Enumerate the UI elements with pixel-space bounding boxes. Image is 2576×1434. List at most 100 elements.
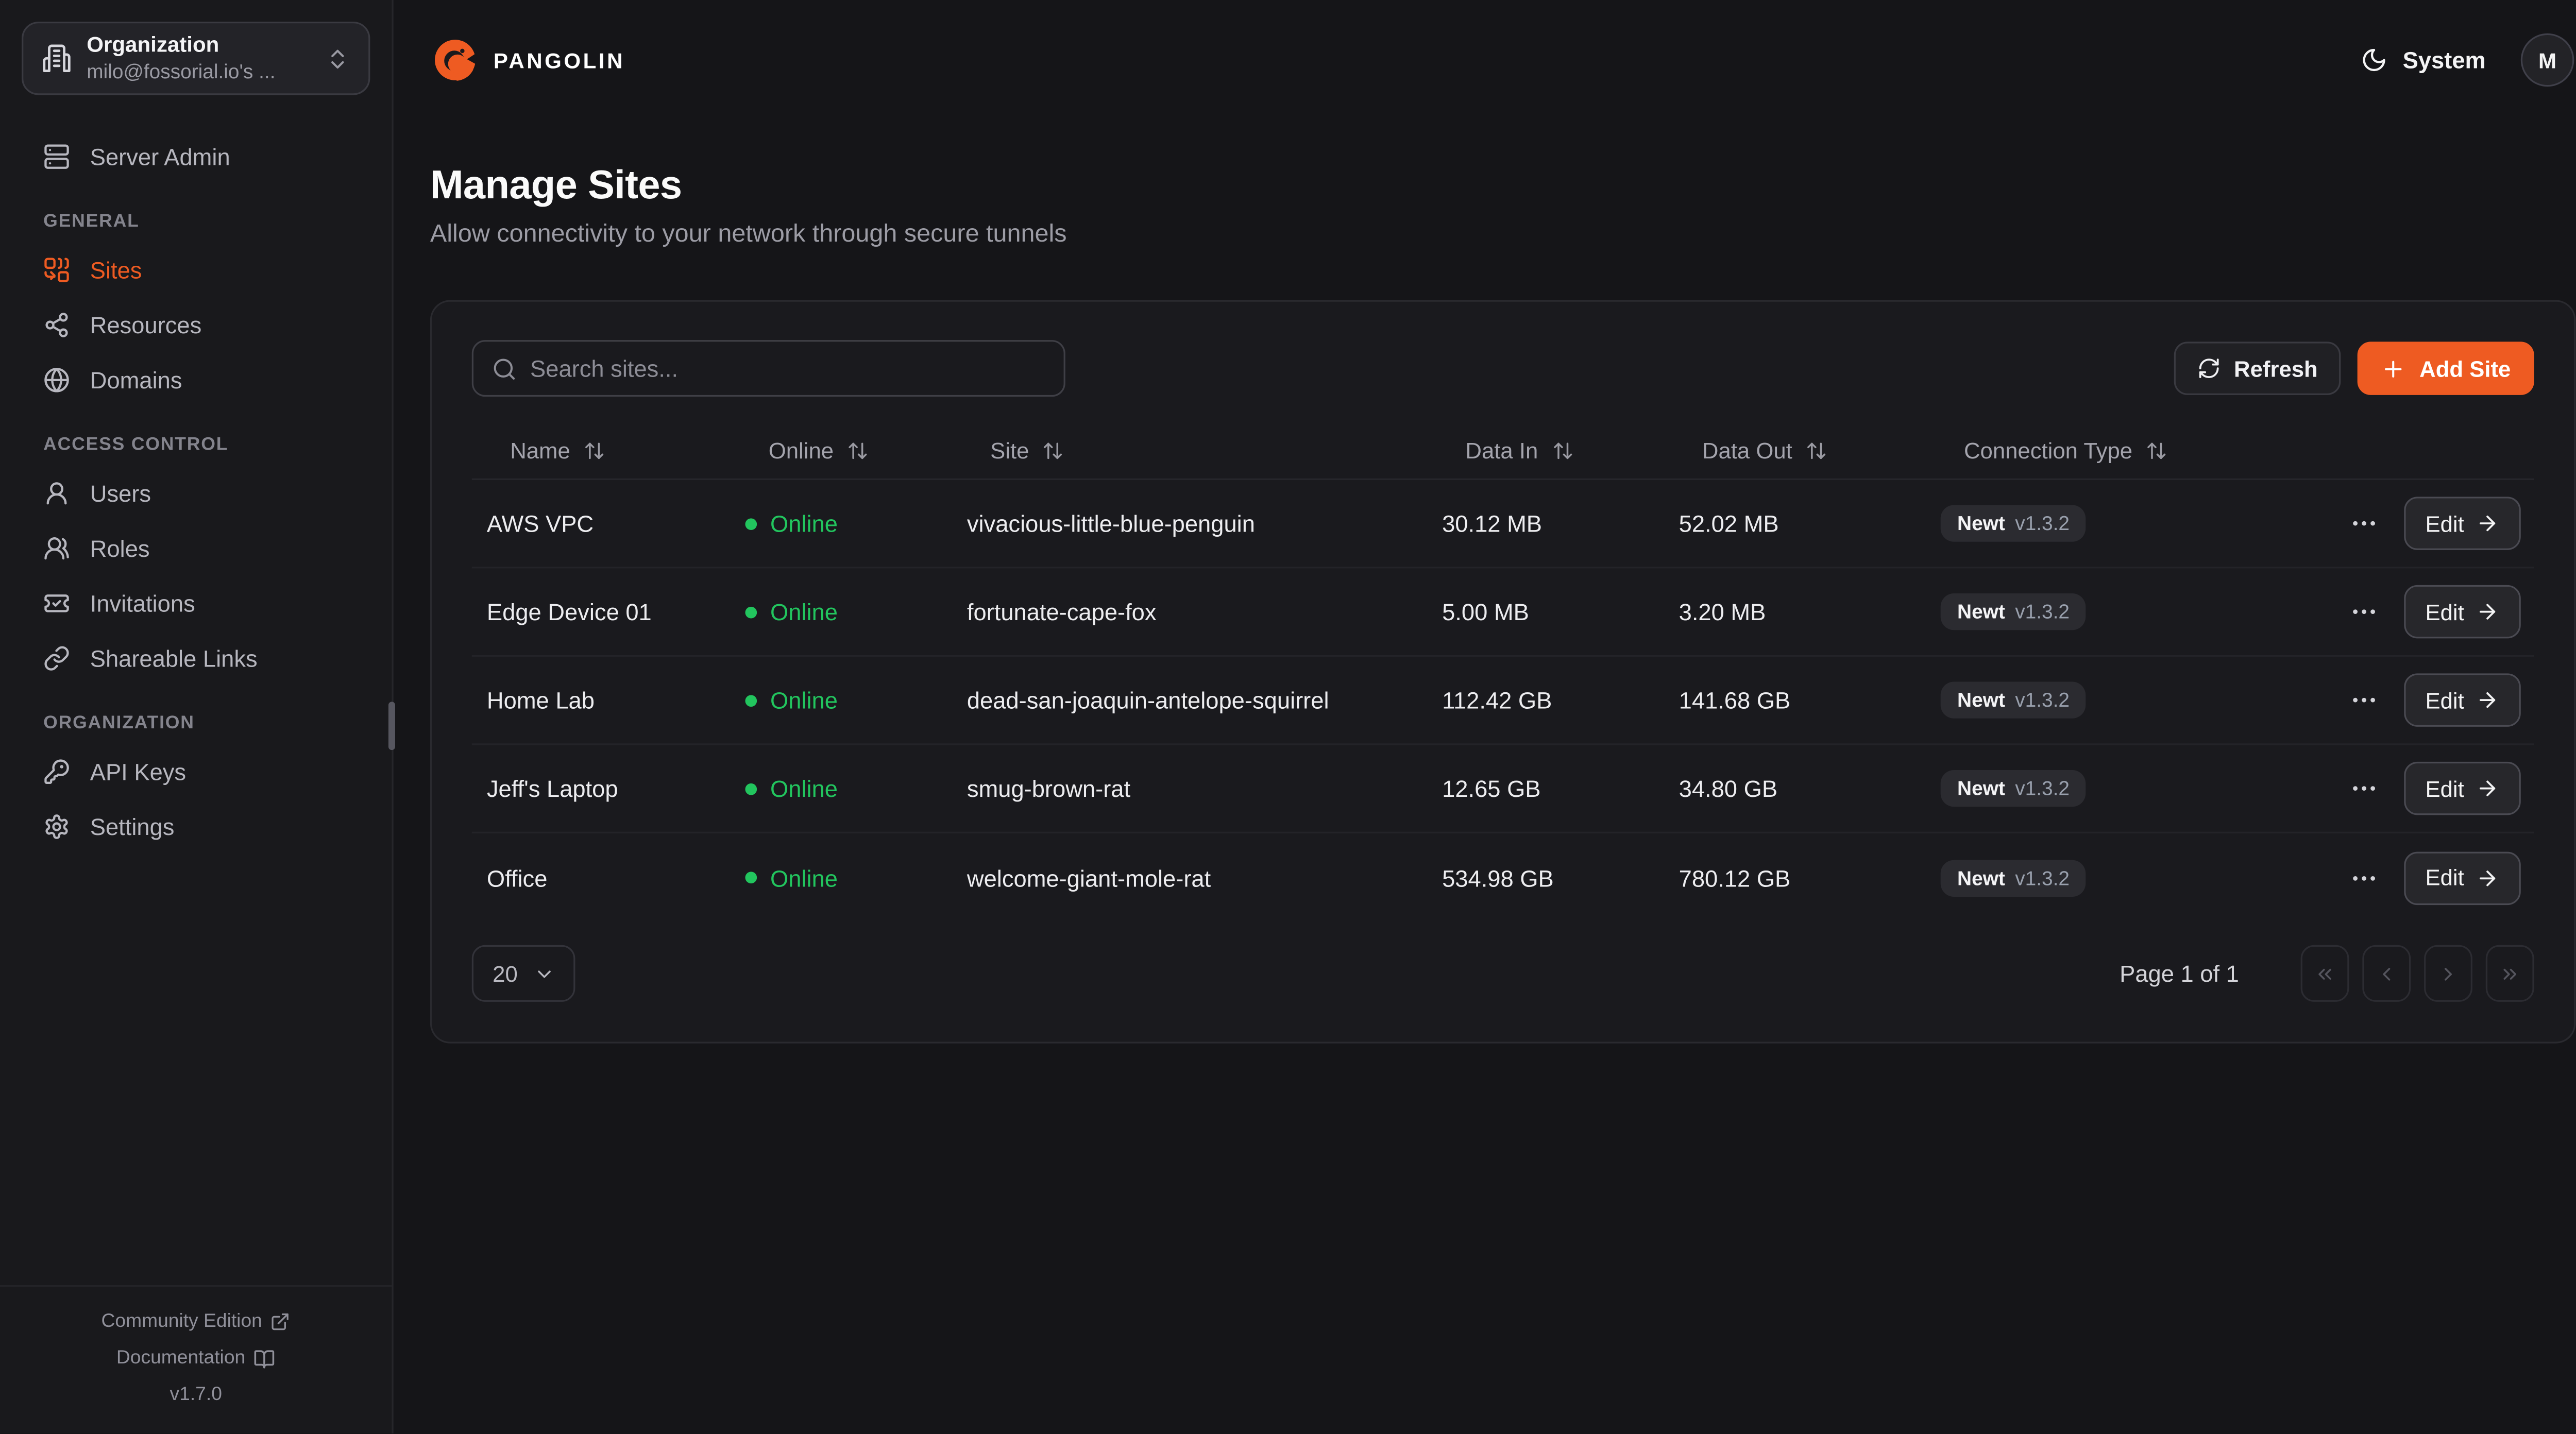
- next-page-button[interactable]: [2424, 945, 2472, 1002]
- column-header-connection-type[interactable]: Connection Type: [1926, 438, 2328, 464]
- column-header-site[interactable]: Site: [952, 438, 1427, 464]
- sidebar-item-server-admin[interactable]: Server Admin: [22, 136, 370, 177]
- sidebar-item-domains[interactable]: Domains: [22, 360, 370, 400]
- sidebar-item-sites[interactable]: Sites: [22, 250, 370, 290]
- combine-icon: [43, 257, 70, 283]
- last-page-button[interactable]: [2485, 945, 2534, 1002]
- gear-icon: [43, 813, 70, 840]
- moon-icon: [2361, 47, 2388, 74]
- users-icon: [43, 535, 70, 562]
- sidebar-item-invitations[interactable]: Invitations: [22, 584, 370, 624]
- data-in-value: 12.65 GB: [1442, 775, 1541, 802]
- sidebar-resize-handle[interactable]: [388, 702, 395, 750]
- connection-version: v1.3.2: [2015, 600, 2070, 624]
- table-header-row: Name Online Site Data In Data Out Connection …: [471, 423, 2534, 480]
- arrow-right-icon: [2476, 866, 2499, 889]
- row-menu-button[interactable]: [2349, 596, 2379, 626]
- sort-icon: [1806, 440, 1827, 462]
- refresh-button[interactable]: Refresh: [2174, 342, 2342, 395]
- table-row[interactable]: AWS VPC Online vivacious-little-blue-pen…: [471, 480, 2534, 569]
- arrow-right-icon: [2476, 688, 2499, 711]
- theme-toggle[interactable]: System: [2361, 47, 2486, 74]
- search-icon: [492, 356, 517, 381]
- online-status-dot: [745, 694, 757, 706]
- server-icon: [43, 143, 70, 170]
- ellipsis-icon: [2349, 685, 2379, 715]
- sidebar-item-roles[interactable]: Roles: [22, 528, 370, 569]
- sort-icon: [1042, 440, 1064, 462]
- first-page-button[interactable]: [2300, 945, 2349, 1002]
- documentation-link[interactable]: Documentation: [116, 1341, 276, 1377]
- data-in-value: 534.98 GB: [1442, 864, 1554, 891]
- edit-button[interactable]: Edit: [2403, 761, 2521, 815]
- column-header-data-in[interactable]: Data In: [1427, 438, 1664, 464]
- search-box: [471, 340, 1065, 397]
- data-out-value: 3.20 MB: [1679, 598, 1766, 625]
- table-row[interactable]: Jeff's Laptop Online smug-brown-rat 12.6…: [471, 745, 2534, 833]
- ellipsis-icon: [2349, 596, 2379, 626]
- online-status-dot: [745, 517, 757, 530]
- connection-type-badge: Newt v1.3.2: [1940, 681, 2087, 719]
- table-row[interactable]: Home Lab Online dead-san-joaquin-antelop…: [471, 657, 2534, 745]
- pangolin-logo-icon: [430, 35, 480, 85]
- row-menu-button[interactable]: [2349, 685, 2379, 715]
- ellipsis-icon: [2349, 773, 2379, 803]
- sidebar-item-label: API Keys: [90, 758, 187, 786]
- arrow-right-icon: [2476, 600, 2499, 623]
- row-menu-button[interactable]: [2349, 508, 2379, 538]
- edit-button[interactable]: Edit: [2403, 673, 2521, 727]
- sidebar-item-shareable-links[interactable]: Shareable Links: [22, 638, 370, 678]
- column-header-name[interactable]: Name: [472, 438, 731, 464]
- table-row[interactable]: Office Online welcome-giant-mole-rat 534…: [472, 833, 2534, 922]
- chevron-right-icon: [2437, 963, 2459, 984]
- org-switcher[interactable]: Organization milo@fossorial.io's ...: [22, 22, 370, 95]
- search-input[interactable]: [530, 355, 1045, 382]
- page-subtitle: Allow connectivity to your network throu…: [430, 220, 1067, 249]
- arrow-right-icon: [2476, 777, 2499, 800]
- prev-page-button[interactable]: [2362, 945, 2411, 1002]
- refresh-icon: [2197, 356, 2221, 380]
- add-site-button[interactable]: Add Site: [2358, 342, 2534, 395]
- page-indicator: Page 1 of 1: [2120, 960, 2239, 987]
- org-switcher-label: Organization: [87, 31, 219, 57]
- sidebar-item-settings[interactable]: Settings: [22, 807, 370, 847]
- connection-type-badge: Newt v1.3.2: [1940, 859, 2087, 896]
- organization-icon: [42, 43, 72, 73]
- user-avatar[interactable]: M: [2520, 33, 2574, 87]
- sites-toolbar: Refresh Add Site: [471, 340, 2534, 397]
- site-slug: dead-san-joaquin-antelope-squirrel: [967, 687, 1329, 713]
- brand-name: PANGOLIN: [493, 47, 625, 73]
- chevron-down-icon: [533, 963, 554, 984]
- user-icon: [43, 480, 70, 507]
- sort-icon: [584, 440, 605, 462]
- column-header-online[interactable]: Online: [730, 438, 952, 464]
- sidebar-item-resources[interactable]: Resources: [22, 305, 370, 345]
- row-menu-button[interactable]: [2349, 773, 2379, 803]
- table-row[interactable]: Edge Device 01 Online fortunate-cape-fox…: [471, 568, 2534, 657]
- data-out-value: 780.12 GB: [1679, 864, 1791, 891]
- data-in-value: 30.12 MB: [1442, 510, 1543, 537]
- page-size-select[interactable]: 20: [471, 945, 575, 1002]
- column-header-data-out[interactable]: Data Out: [1664, 438, 1925, 464]
- row-menu-button[interactable]: [2349, 863, 2379, 893]
- connection-version: v1.3.2: [2015, 776, 2070, 800]
- content: Manage Sites Allow connectivity to your …: [394, 120, 2576, 1044]
- external-link-icon: [270, 1312, 291, 1333]
- online-status-label: Online: [770, 687, 838, 713]
- sidebar-item-label: Shareable Links: [90, 645, 258, 672]
- table-body: AWS VPC Online vivacious-little-blue-pen…: [471, 480, 2534, 922]
- sidebar-section-label: GENERAL: [43, 211, 140, 232]
- sidebar-item-users[interactable]: Users: [22, 473, 370, 514]
- version-label: v1.7.0: [170, 1386, 222, 1406]
- site-slug: welcome-giant-mole-rat: [967, 864, 1211, 891]
- edit-button[interactable]: Edit: [2403, 497, 2521, 550]
- sidebar-item-label: Roles: [90, 535, 150, 562]
- edit-button[interactable]: Edit: [2403, 585, 2521, 639]
- edit-button[interactable]: Edit: [2403, 850, 2521, 904]
- connection-version: v1.3.2: [2015, 866, 2070, 890]
- data-out-value: 141.68 GB: [1679, 687, 1791, 713]
- sidebar-item-api-keys[interactable]: API Keys: [22, 752, 370, 792]
- community-edition-link[interactable]: Community Edition: [101, 1304, 291, 1341]
